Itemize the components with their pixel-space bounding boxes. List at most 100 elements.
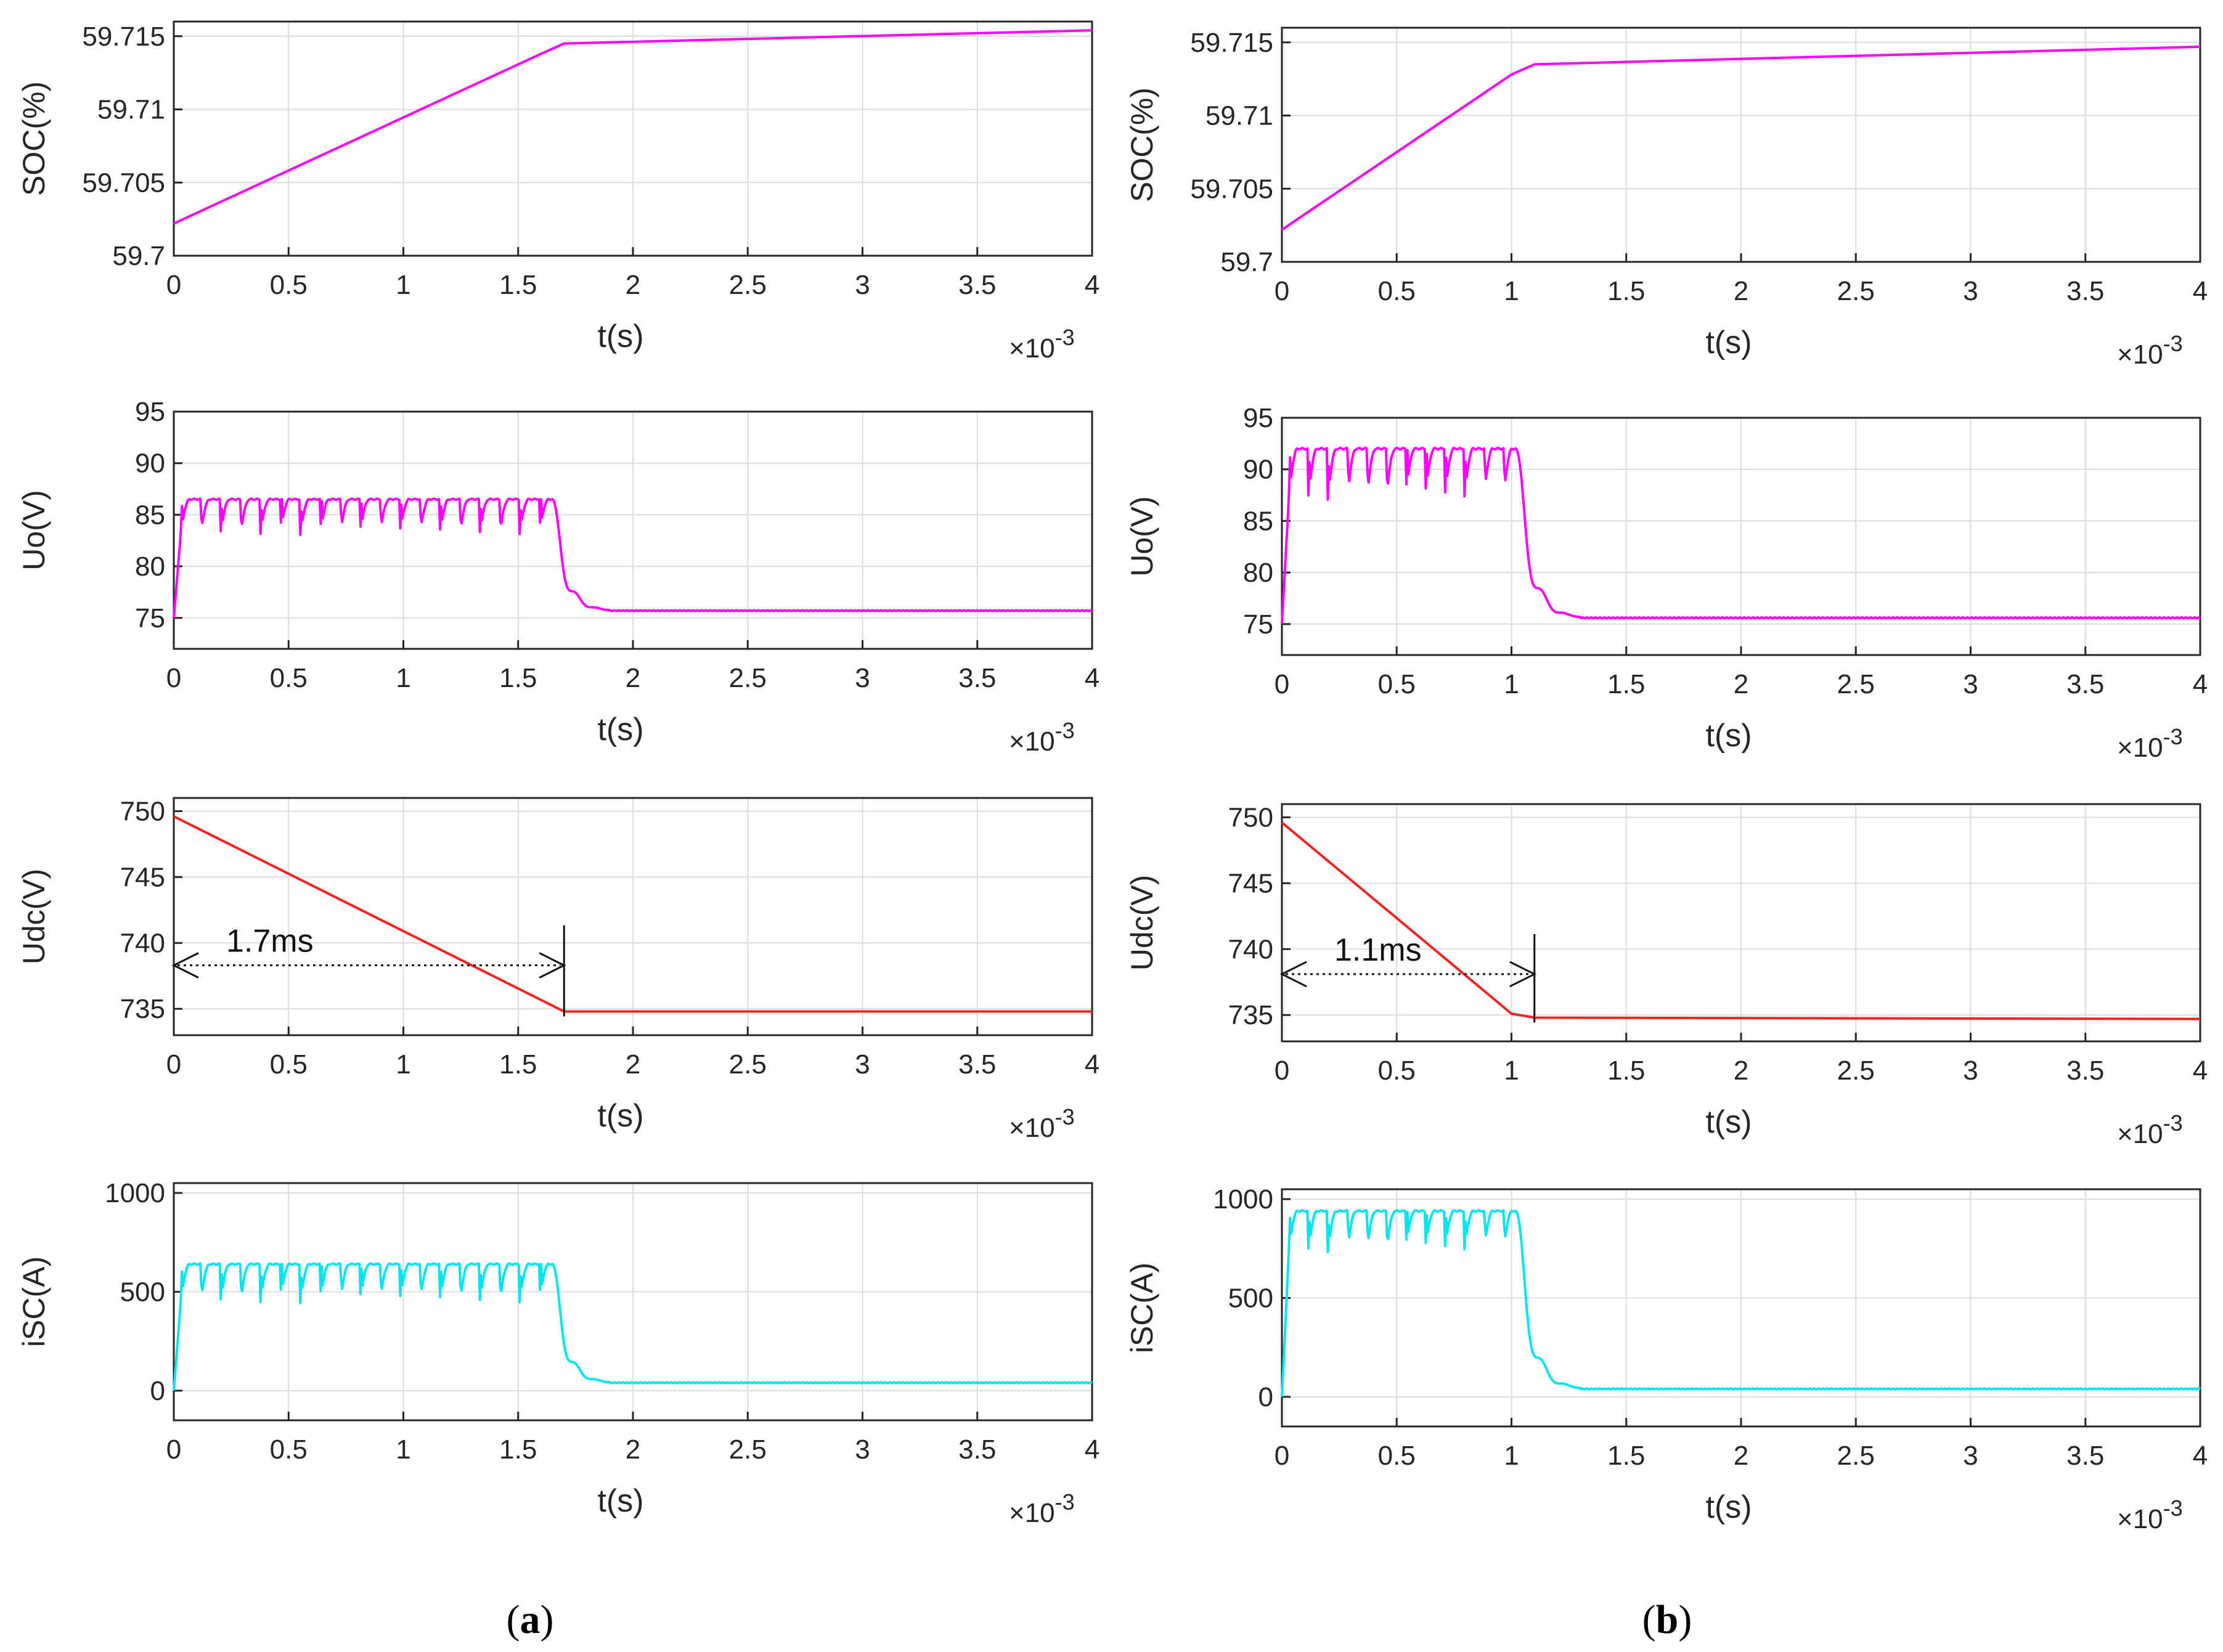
y-axis-label: SOC(%) [17,81,51,196]
x-tick-label: 0.5 [1378,1056,1416,1086]
x-tick-label: 0.5 [270,270,308,300]
chart-b-soc: 0 0.5 1 1.5 2 2.5 3 3.5 4 59.7 59.705 59.71 59.715 t(… [1125,26,2208,370]
y-axis-label: Uo(V) [17,490,51,571]
x-tick-label: 3.5 [2066,1056,2104,1086]
y-tick-label: 80 [135,551,165,582]
x-tick-label: 2 [1734,276,1748,306]
x-tick-label: 0.5 [1378,1441,1416,1471]
y-axis-label: Uo(V) [1125,496,1159,577]
x-tick-label: 0 [166,1049,181,1080]
y-tick-label: 85 [135,500,165,530]
y-tick-label: 745 [120,862,165,892]
y-tick-label: 59.71 [1205,101,1273,131]
y-axis-label: SOC(%) [1125,87,1159,202]
x-tick-label: 3.5 [958,1049,996,1080]
x-tick-label: 1.5 [1607,1441,1645,1471]
chart-a-uov: 0 0.5 1 1.5 2 2.5 3 3.5 4 75 80 85 90 95 t(s) Uo(V) ×10-… [17,397,1099,757]
x-multiplier: ×10-3 [1009,1489,1075,1528]
panel-label-b: (b) [1642,1597,1692,1642]
y-tick-label: 0 [1258,1382,1273,1412]
y-tick-label: 59.71 [97,95,165,125]
plot-frame [1281,1188,2201,1428]
x-tick-label: 1.5 [1607,1056,1645,1086]
x-tick-label: 3 [855,1049,870,1080]
x-tick-label: 0 [1275,669,1289,699]
y-tick-label: 59.705 [1190,174,1273,204]
x-multiplier: ×10-3 [1009,1104,1075,1143]
x-axis-label: t(s) [1705,1104,1752,1140]
y-tick-label: 745 [1228,868,1273,898]
x-multiplier: ×10-3 [2117,1495,2183,1534]
x-tick-label: 2 [626,1049,640,1080]
x-multiplier: ×10-3 [1009,325,1075,364]
x-tick-label: 0 [166,270,181,300]
x-tick-label: 2.5 [1837,1441,1875,1471]
x-tick-label: 1.5 [499,270,537,300]
x-tick-label: 1.5 [499,663,537,693]
x-tick-label: 0.5 [1378,276,1416,306]
y-tick-label: 90 [135,449,165,479]
x-multiplier: ×10-3 [2117,331,2183,370]
x-tick-label: 2 [1734,1441,1748,1471]
x-tick-label: 1 [396,663,410,693]
y-tick-label: 85 [1243,506,1273,536]
x-tick-label: 3.5 [958,663,996,693]
x-tick-label: 1.5 [1607,669,1645,699]
y-axis-label: Udc(V) [17,869,51,965]
chart-b-uov: 0 0.5 1 1.5 2 2.5 3 3.5 4 75 80 85 90 95 t(s) Uo(V) ×10-… [1125,403,2208,763]
x-tick-label: 0.5 [270,1049,308,1080]
chart-b-isca: 0 0.5 1 1.5 2 2.5 3 3.5 4 0 500 1000 t(s) iSC(A) ×10-3 [1125,1184,2208,1534]
chart-a-isca: 0 0.5 1 1.5 2 2.5 3 3.5 4 0 500 1000 t(s) iSC(A) ×10-3 [17,1178,1099,1528]
y-tick-label: 59.715 [82,22,165,52]
x-tick-label: 0 [1275,1056,1289,1086]
x-tick-label: 4 [2193,669,2208,699]
x-tick-label: 3 [1963,1441,1978,1471]
duration-annotation: 1.7ms [171,924,566,1017]
plot-frame [1281,417,2201,656]
x-tick-label: 1.5 [499,1434,537,1465]
x-tick-label: 2 [626,270,640,300]
x-tick-label: 1.5 [1607,276,1645,306]
x-tick-label: 3.5 [2066,669,2104,699]
series-line-uo [1281,447,2201,624]
series-line-uo [173,497,1093,618]
y-tick-label: 59.7 [112,241,165,271]
y-tick-label: 750 [1228,802,1273,832]
y-tick-label: 59.7 [1220,247,1273,277]
series-line-isc [1281,1209,2201,1397]
x-tick-label: 4 [1085,663,1099,693]
x-tick-label: 1 [396,1049,410,1080]
x-tick-label: 4 [2193,1441,2208,1471]
x-tick-label: 2.5 [729,270,767,300]
x-tick-label: 0 [166,1434,181,1465]
x-tick-label: 0 [1275,276,1289,306]
y-tick-label: 1000 [105,1178,165,1208]
panel-label-a: (a) [507,1597,554,1642]
plot-frame [173,797,1093,1036]
x-axis-label: t(s) [597,319,643,354]
x-axis-label: t(s) [597,1483,643,1519]
x-tick-label: 1 [396,270,410,300]
x-tick-label: 4 [1085,1434,1099,1465]
x-tick-label: 2 [626,1434,640,1465]
x-tick-label: 3 [1963,1056,1978,1086]
x-tick-label: 0.5 [270,1434,308,1465]
chart-a-udcv: 0 0.5 1 1.5 2 2.5 3 3.5 4 735 740 745 750 t(s) Udc(V) ×… [17,796,1099,1143]
x-axis-label: t(s) [1705,1489,1752,1525]
annotation-text: 1.1ms [1334,932,1422,968]
x-tick-label: 3 [855,270,870,300]
arrowhead-left-icon [171,952,199,979]
x-tick-label: 3.5 [958,1434,996,1465]
y-tick-label: 500 [1228,1283,1273,1313]
x-tick-label: 2 [626,663,640,693]
y-tick-label: 59.705 [82,168,165,198]
x-tick-label: 1 [1504,276,1519,306]
x-multiplier: ×10-3 [2117,1110,2183,1149]
y-axis-label: iSC(A) [17,1256,51,1347]
series-line-udc [1281,821,2201,1020]
plot-frame [173,20,1093,257]
series-line-isc [173,1262,1093,1391]
x-tick-label: 3.5 [958,270,996,300]
x-tick-label: 3 [855,663,870,693]
